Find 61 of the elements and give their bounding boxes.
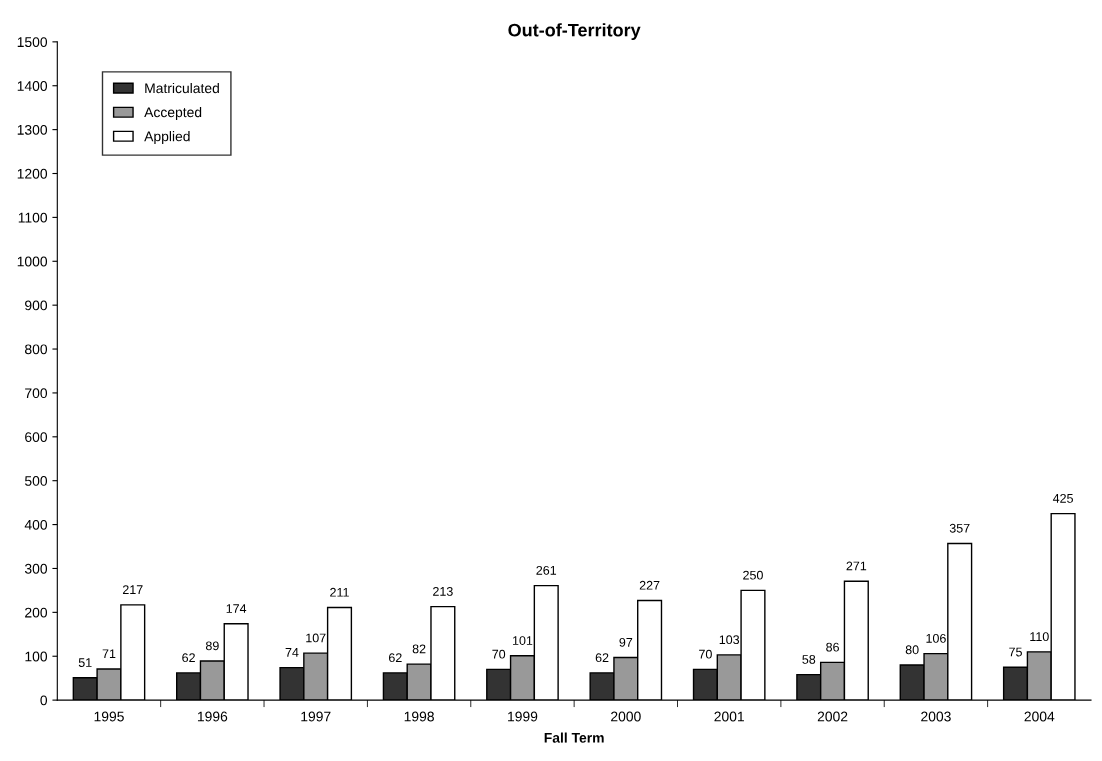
data-label: 261 [536,565,557,575]
y-tick-label: 900 [25,300,48,311]
data-label: 213 [433,586,453,596]
y-tick-label: 100 [25,651,48,662]
y-tick-label: 0 [40,695,48,706]
data-label: 62 [595,653,609,663]
data-label: 51 [78,658,92,667]
data-label: 425 [1052,493,1073,503]
data-label: 86 [826,642,839,652]
data-label: 80 [905,645,919,655]
data-label: 271 [846,561,867,571]
legend-label: Matriculated [145,82,219,94]
y-tick-label: 500 [24,476,48,486]
y-tick-label: 600 [25,432,48,442]
y-tick-label: 800 [25,344,48,355]
data-label: 62 [182,653,195,663]
legend-label: Applied [144,131,190,145]
y-tick-label: 1000 [17,256,48,267]
y-tick-label: 1400 [17,81,48,91]
data-label: 82 [412,644,426,654]
data-label: 101 [512,636,533,645]
legend-label: Accepted [144,107,202,120]
data-label: 217 [122,585,143,594]
y-tick-label: 300 [24,563,48,574]
data-label: 106 [926,633,946,643]
data-label: 89 [205,641,219,651]
y-tick-label: 400 [24,519,48,530]
y-tick-label: 1500 [17,37,48,48]
data-label: 174 [226,604,247,613]
data-label: 62 [389,653,402,663]
data-label: 250 [743,570,763,580]
data-label: 74 [285,648,299,657]
data-label: 103 [719,635,740,645]
y-tick-label: 1200 [17,168,48,179]
data-label: 75 [1009,647,1022,657]
data-label: 97 [619,637,633,647]
y-tick-label: 1100 [18,212,48,223]
x-tick-label: 2001 [714,711,744,722]
x-axis-title: Fall Term [544,732,604,743]
data-label: 70 [492,649,506,659]
x-tick-label: 1998 [404,711,434,722]
data-label: 357 [949,523,970,533]
data-label: 70 [699,649,712,659]
x-tick-label: 2002 [817,711,848,722]
x-tick-label: 2000 [611,711,641,722]
y-tick-label: 200 [25,607,48,618]
x-tick-label: 1999 [508,711,538,722]
y-tick-label: 700 [25,388,48,399]
y-tick-label: 1300 [17,124,48,135]
data-label: 211 [330,587,349,597]
data-label: 110 [1030,632,1049,642]
x-tick-label: 1995 [94,711,124,722]
x-tick-label: 2004 [1024,711,1055,722]
x-tick-label: 2003 [921,711,951,722]
chart-title: Out-of-Territory [508,23,641,41]
data-label: 107 [306,633,326,643]
data-label: 71 [102,649,116,659]
x-tick-label: 1996 [197,711,228,722]
data-label: 227 [639,580,660,590]
x-tick-label: 1997 [301,711,331,722]
data-label: 58 [802,655,816,664]
